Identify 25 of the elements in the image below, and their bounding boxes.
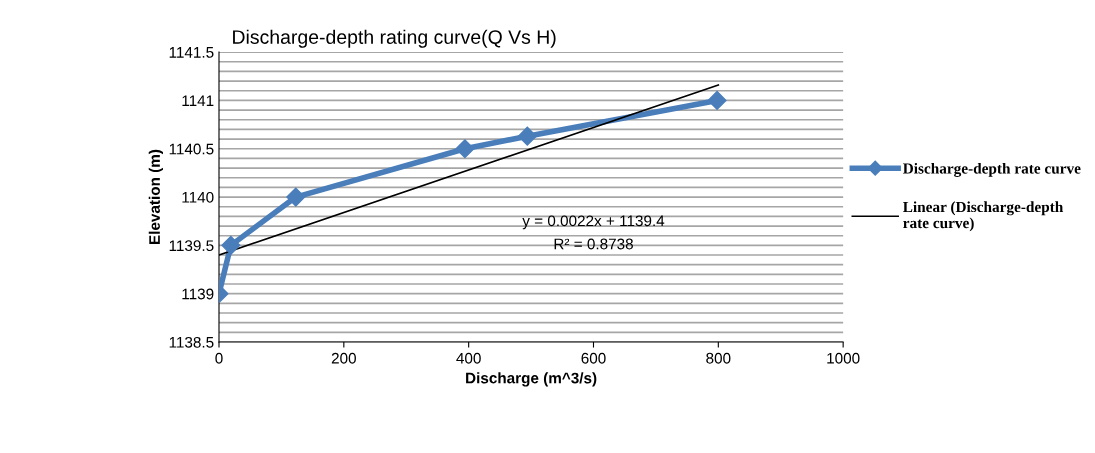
x-tick-label: 0 bbox=[215, 352, 223, 364]
y-tick-label: 1139.5 bbox=[169, 240, 214, 252]
legend-label: Linear (Discharge-depth rate curve) bbox=[902, 201, 1064, 232]
y-tick-label: 1139 bbox=[182, 288, 214, 300]
point bbox=[455, 139, 475, 159]
point bbox=[517, 126, 537, 146]
x-tick-label: 400 bbox=[456, 352, 481, 364]
y-axis-title: Elevation (m) bbox=[148, 149, 163, 244]
annotation: y = 0.0022x + 1139.4 bbox=[522, 215, 665, 230]
point bbox=[221, 235, 241, 255]
y-tick-label: 1138.5 bbox=[169, 336, 214, 348]
x-axis-title: Discharge (m^3/s) bbox=[466, 372, 597, 387]
annotation: R² = 0.8738 bbox=[554, 238, 633, 250]
point bbox=[707, 90, 727, 110]
point bbox=[286, 187, 306, 207]
y-tick-label: 1140 bbox=[182, 191, 214, 203]
y-tick-label: 1141 bbox=[182, 95, 214, 106]
x-tick-label: 800 bbox=[706, 352, 731, 364]
y-tick-label: 1141.5 bbox=[169, 47, 214, 58]
x-tick-label: 200 bbox=[331, 352, 356, 364]
legend-label: Discharge-depth rate curve bbox=[903, 162, 1081, 177]
x-tick-label: 600 bbox=[581, 352, 606, 364]
x-tick-label: 1000 bbox=[827, 352, 860, 364]
y-tick-label: 1140.5 bbox=[169, 143, 214, 155]
chart-title: Discharge-depth rating curve(Q Vs H) bbox=[233, 29, 556, 48]
